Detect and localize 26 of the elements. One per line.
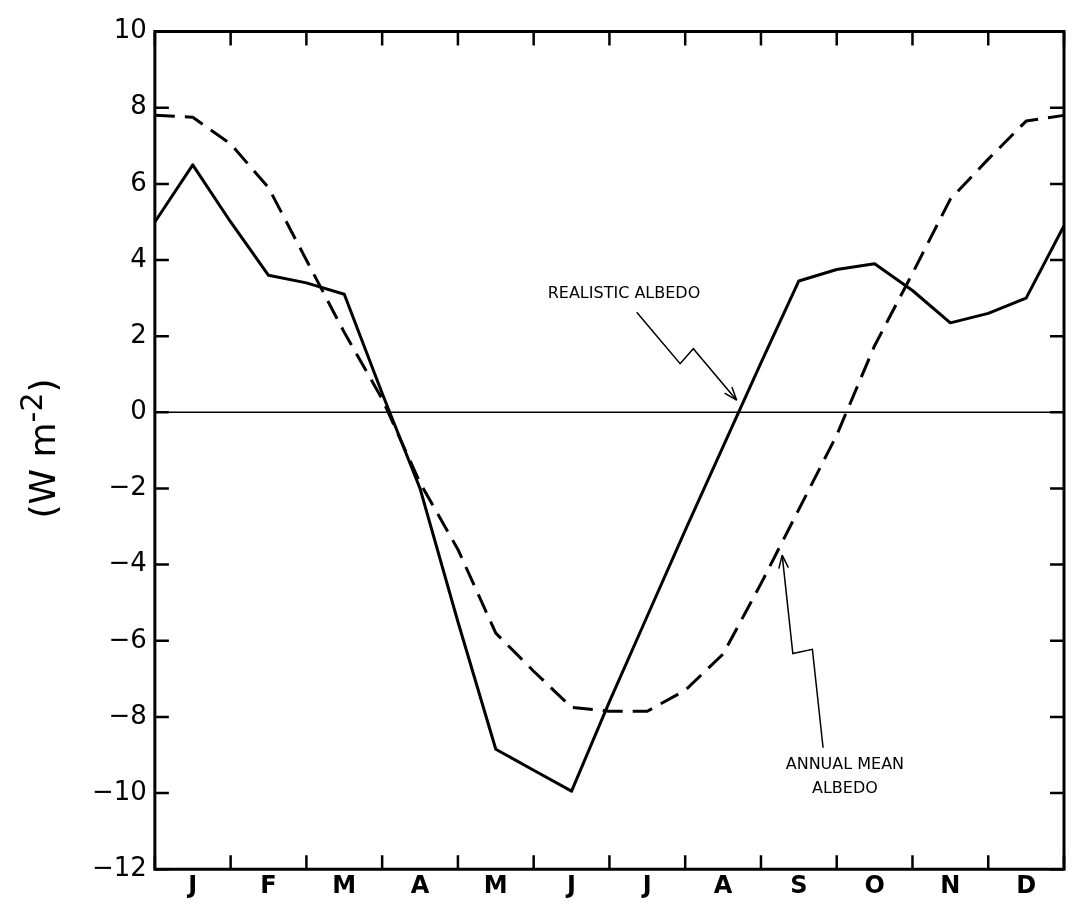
x-tick-label: S [790, 870, 808, 899]
y-tick-label: 6 [130, 166, 147, 197]
x-tick-label: J [186, 870, 198, 899]
x-tick-label: J [565, 870, 577, 899]
y-tick-label: −6 [108, 623, 147, 654]
y-tick-label: −10 [91, 775, 147, 806]
y-tick-label: −12 [91, 851, 147, 882]
y-tick-label: −4 [108, 547, 147, 578]
y-tick-label: 10 [113, 14, 147, 45]
y-tick-label: 0 [130, 395, 147, 426]
x-tick-label: D [1016, 870, 1037, 899]
x-tick-label: M [483, 870, 508, 899]
x-tick-label: A [410, 870, 430, 899]
annotation: REALISTIC ALBEDO [547, 282, 701, 302]
x-tick-label: O [864, 870, 885, 899]
x-tick-label: M [332, 870, 357, 899]
y-tick-label: −2 [108, 471, 147, 502]
y-tick-label: 8 [130, 90, 147, 121]
y-tick-label: 2 [130, 318, 147, 349]
x-tick-label: F [260, 870, 277, 899]
x-tick-label: N [940, 870, 961, 899]
annotation: ANNUAL MEAN ALBEDO [785, 753, 905, 797]
y-tick-label: 4 [130, 242, 147, 273]
x-tick-label: A [713, 870, 733, 899]
y-tick-label: −8 [108, 699, 147, 730]
x-tick-label: J [640, 870, 652, 899]
